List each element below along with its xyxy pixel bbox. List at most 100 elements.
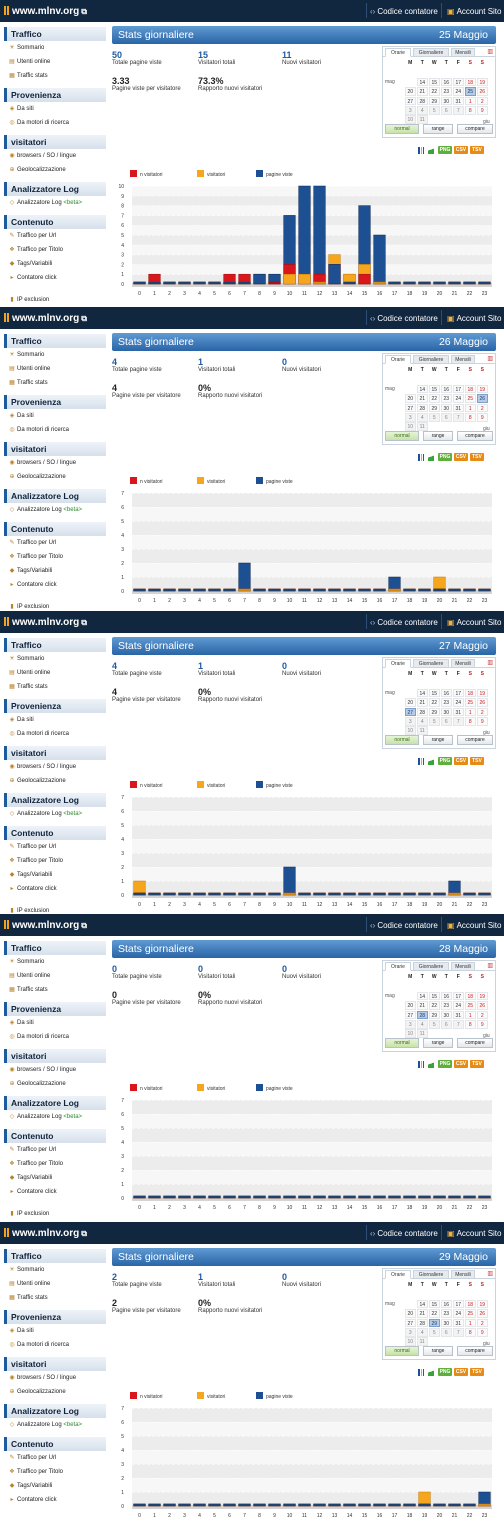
area-chart-icon[interactable] <box>428 1369 434 1376</box>
calendar-day[interactable]: 7 <box>453 1327 464 1337</box>
calendar-day[interactable]: 19 <box>477 991 488 1001</box>
sidebar-item[interactable]: ❖ Traffico per Titolo <box>4 854 106 868</box>
sidebar-item[interactable]: ▸ Contatore click <box>4 578 106 592</box>
sidebar-item[interactable]: ▦ Traffic stats <box>4 1291 106 1305</box>
calendar-day[interactable]: 1 <box>465 403 476 413</box>
sidebar-item[interactable]: ◎ Da motori di ricerca <box>4 727 106 741</box>
calendar-day[interactable]: 7 <box>453 1019 464 1029</box>
calendar-day[interactable]: 29 <box>429 707 440 717</box>
calendar-day[interactable]: 19 <box>477 1299 488 1309</box>
tab-mensili[interactable]: Mensili <box>451 355 475 364</box>
code-button[interactable]: ‹› Codice contatore <box>370 1229 438 1238</box>
calendar-day[interactable]: 3 <box>405 716 416 726</box>
calendar-day[interactable]: 11 <box>417 422 428 431</box>
calendar-day[interactable]: 2 <box>477 1318 488 1328</box>
calendar-day[interactable]: 6 <box>441 1327 452 1337</box>
calendar-day[interactable]: 22 <box>429 698 440 707</box>
calendar-day[interactable]: 10 <box>405 422 416 431</box>
export-png-button[interactable]: PNG <box>438 453 452 461</box>
sidebar-item[interactable]: ✎ Traffico per Url <box>4 536 106 550</box>
bar-chart-icon[interactable] <box>418 1369 424 1376</box>
calendar-day[interactable]: 4 <box>417 716 428 726</box>
tab-mensili[interactable]: Mensili <box>451 48 475 57</box>
sidebar-item[interactable]: ⊕ Geolocalizzazione <box>4 1385 106 1399</box>
normal-button[interactable]: normal <box>385 431 419 441</box>
calendar-day[interactable]: 3 <box>405 105 416 115</box>
calendar-day[interactable]: 9 <box>477 1327 488 1337</box>
calendar-day[interactable]: 24 <box>453 1001 464 1010</box>
sidebar-item[interactable]: ✎ Traffico per Url <box>4 1451 106 1465</box>
sidebar-item[interactable]: ⊕ Geolocalizzazione <box>4 774 106 788</box>
calendar-day[interactable]: 28 <box>417 1318 428 1328</box>
sidebar-item[interactable]: ▤ Utenti online <box>4 362 106 376</box>
calendar-day[interactable]: 30 <box>441 96 452 106</box>
calendar-day[interactable]: 2 <box>477 96 488 106</box>
normal-button[interactable]: normal <box>385 735 419 745</box>
calendar-day[interactable]: 16 <box>441 384 452 394</box>
sidebar-item-ip-exclusion[interactable]: ▮IP exclusion <box>4 904 106 917</box>
pdf-icon[interactable]: ▥ <box>487 356 493 362</box>
calendar-day[interactable]: 14 <box>417 991 428 1001</box>
calendar-day[interactable]: 5 <box>429 716 440 726</box>
sidebar-item[interactable]: ◎ Da motori di ricerca <box>4 1338 106 1352</box>
calendar-day[interactable]: 23 <box>441 394 452 403</box>
area-chart-icon[interactable] <box>428 758 434 765</box>
export-csv-button[interactable]: CSV <box>454 453 468 461</box>
calendar-day[interactable]: 31 <box>453 1010 464 1020</box>
export-png-button[interactable]: PNG <box>438 1368 452 1376</box>
calendar-day[interactable]: 10 <box>405 1337 416 1346</box>
calendar-day[interactable]: 24 <box>453 87 464 96</box>
sidebar-item[interactable]: ◈ Da siti <box>4 409 106 423</box>
calendar-day[interactable]: 20 <box>405 1309 416 1318</box>
sidebar-item-ip-exclusion[interactable]: ▮IP exclusion <box>4 293 106 306</box>
sidebar-item[interactable]: ◈ Da siti <box>4 1016 106 1030</box>
calendar-day[interactable]: 15 <box>429 1299 440 1309</box>
sidebar-item[interactable]: ◇ Analizzatore Log <beta> <box>4 196 106 210</box>
calendar-day[interactable]: 29 <box>429 403 440 413</box>
calendar-day[interactable]: 23 <box>441 87 452 96</box>
site-link[interactable]: www.mlnv.org ⧉ <box>4 1228 87 1239</box>
calendar-day[interactable]: 3 <box>405 1327 416 1337</box>
calendar-day[interactable]: 20 <box>405 698 416 707</box>
sidebar-item[interactable]: ◉ browsers / SO / lingue <box>4 1063 106 1077</box>
sidebar-item[interactable]: ✎ Traffico per Url <box>4 1143 106 1157</box>
calendar-day[interactable]: 14 <box>417 688 428 698</box>
sidebar-item[interactable]: ◇ Analizzatore Log <beta> <box>4 503 106 517</box>
calendar-day[interactable]: 9 <box>477 716 488 726</box>
export-tsv-button[interactable]: TSV <box>470 146 484 154</box>
export-png-button[interactable]: PNG <box>438 757 452 765</box>
sidebar-item[interactable]: ◆ Tags/Variabili <box>4 868 106 882</box>
range-button[interactable]: range <box>423 1038 453 1048</box>
site-link[interactable]: www.mlnv.org ⧉ <box>4 6 87 17</box>
code-button[interactable]: ‹› Codice contatore <box>370 7 438 16</box>
calendar-day[interactable]: 14 <box>417 1299 428 1309</box>
calendar-day[interactable]: 21 <box>417 698 428 707</box>
bar-chart-icon[interactable] <box>418 454 424 461</box>
sidebar-item[interactable]: ☀ Sommario <box>4 652 106 666</box>
calendar-day[interactable]: 26 <box>477 1001 488 1010</box>
calendar-day[interactable]: 14 <box>417 384 428 394</box>
calendar-day[interactable]: 6 <box>441 412 452 422</box>
calendar-day[interactable]: 25 <box>465 1001 476 1010</box>
tab-orarie[interactable]: Orarie <box>385 659 411 668</box>
tab-giornaliere[interactable]: Giornaliere <box>413 355 449 364</box>
calendar-day[interactable]: 18 <box>465 77 476 87</box>
calendar-day[interactable]: 19 <box>477 688 488 698</box>
sidebar-item[interactable]: ▤ Utenti online <box>4 969 106 983</box>
calendar-day[interactable]: 11 <box>417 1337 428 1346</box>
calendar-day[interactable]: 2 <box>477 707 488 717</box>
calendar-day[interactable]: 28 <box>417 403 428 413</box>
calendar-day[interactable]: 26 <box>477 1309 488 1318</box>
calendar-day[interactable]: 10 <box>405 726 416 735</box>
sidebar-item[interactable]: ▦ Traffic stats <box>4 983 106 997</box>
sidebar-item-ip-exclusion[interactable]: ▮IP exclusion <box>4 1207 106 1220</box>
sidebar-item[interactable]: ❖ Traffico per Titolo <box>4 243 106 257</box>
export-png-button[interactable]: PNG <box>438 1060 452 1068</box>
sidebar-item[interactable]: ◇ Analizzatore Log <beta> <box>4 1418 106 1432</box>
export-csv-button[interactable]: CSV <box>454 146 468 154</box>
area-chart-icon[interactable] <box>428 147 434 154</box>
sidebar-item[interactable]: ☀ Sommario <box>4 348 106 362</box>
sidebar-item[interactable]: ◈ Da siti <box>4 102 106 116</box>
calendar-day[interactable]: 10 <box>405 1029 416 1038</box>
calendar-day[interactable]: 26 <box>477 698 488 707</box>
